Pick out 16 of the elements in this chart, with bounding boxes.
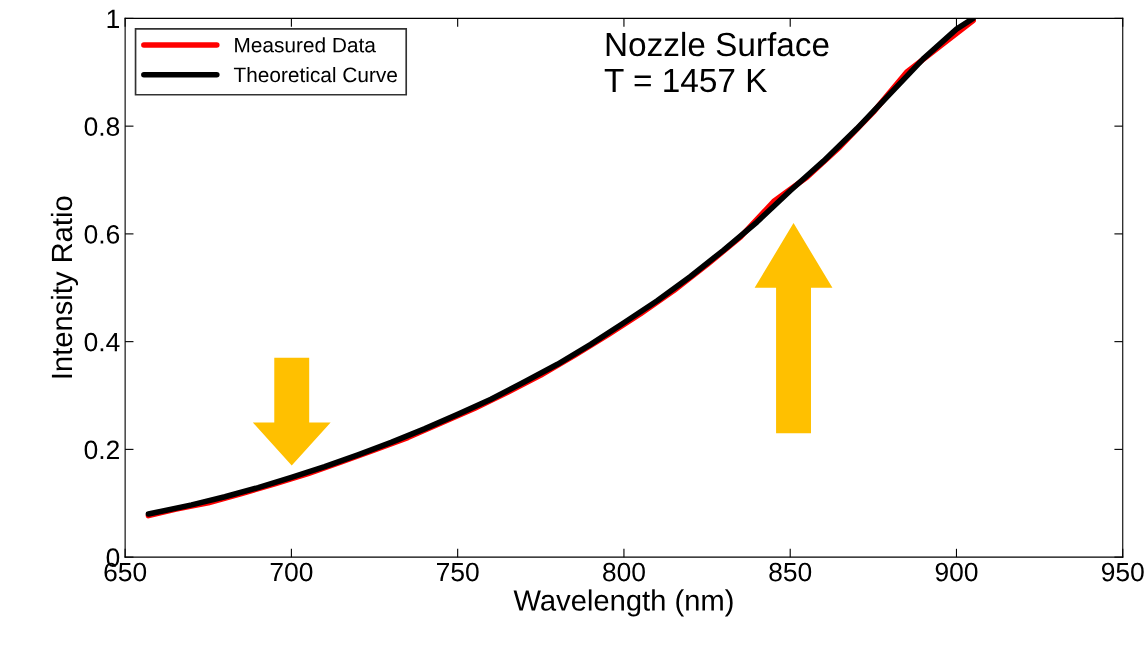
- y-tick-label: 0.8: [84, 117, 120, 136]
- x-tick-label: 950: [1101, 562, 1144, 582]
- x-tick-label: 750: [437, 562, 479, 582]
- legend-label: Theoretical Curve: [233, 66, 397, 83]
- x-tick-label: 900: [935, 562, 978, 582]
- x-tick-label: 800: [603, 562, 645, 582]
- y-tick-label: 0.6: [84, 225, 120, 244]
- x-tick-label: 850: [769, 562, 812, 582]
- legend-label: Measured Data: [235, 37, 376, 53]
- x-tick-label: 700: [270, 562, 313, 582]
- y-tick-label: 0.4: [84, 332, 120, 352]
- annotation: Nozzle Surface T = 1457 K: [604, 31, 829, 93]
- y-tick-label: 1: [107, 9, 119, 28]
- y-tick-label: 0.2: [84, 440, 119, 460]
- y-axis-title: Intensity Ratio: [50, 196, 79, 378]
- x-axis-title: Wavelength (nm): [513, 589, 733, 617]
